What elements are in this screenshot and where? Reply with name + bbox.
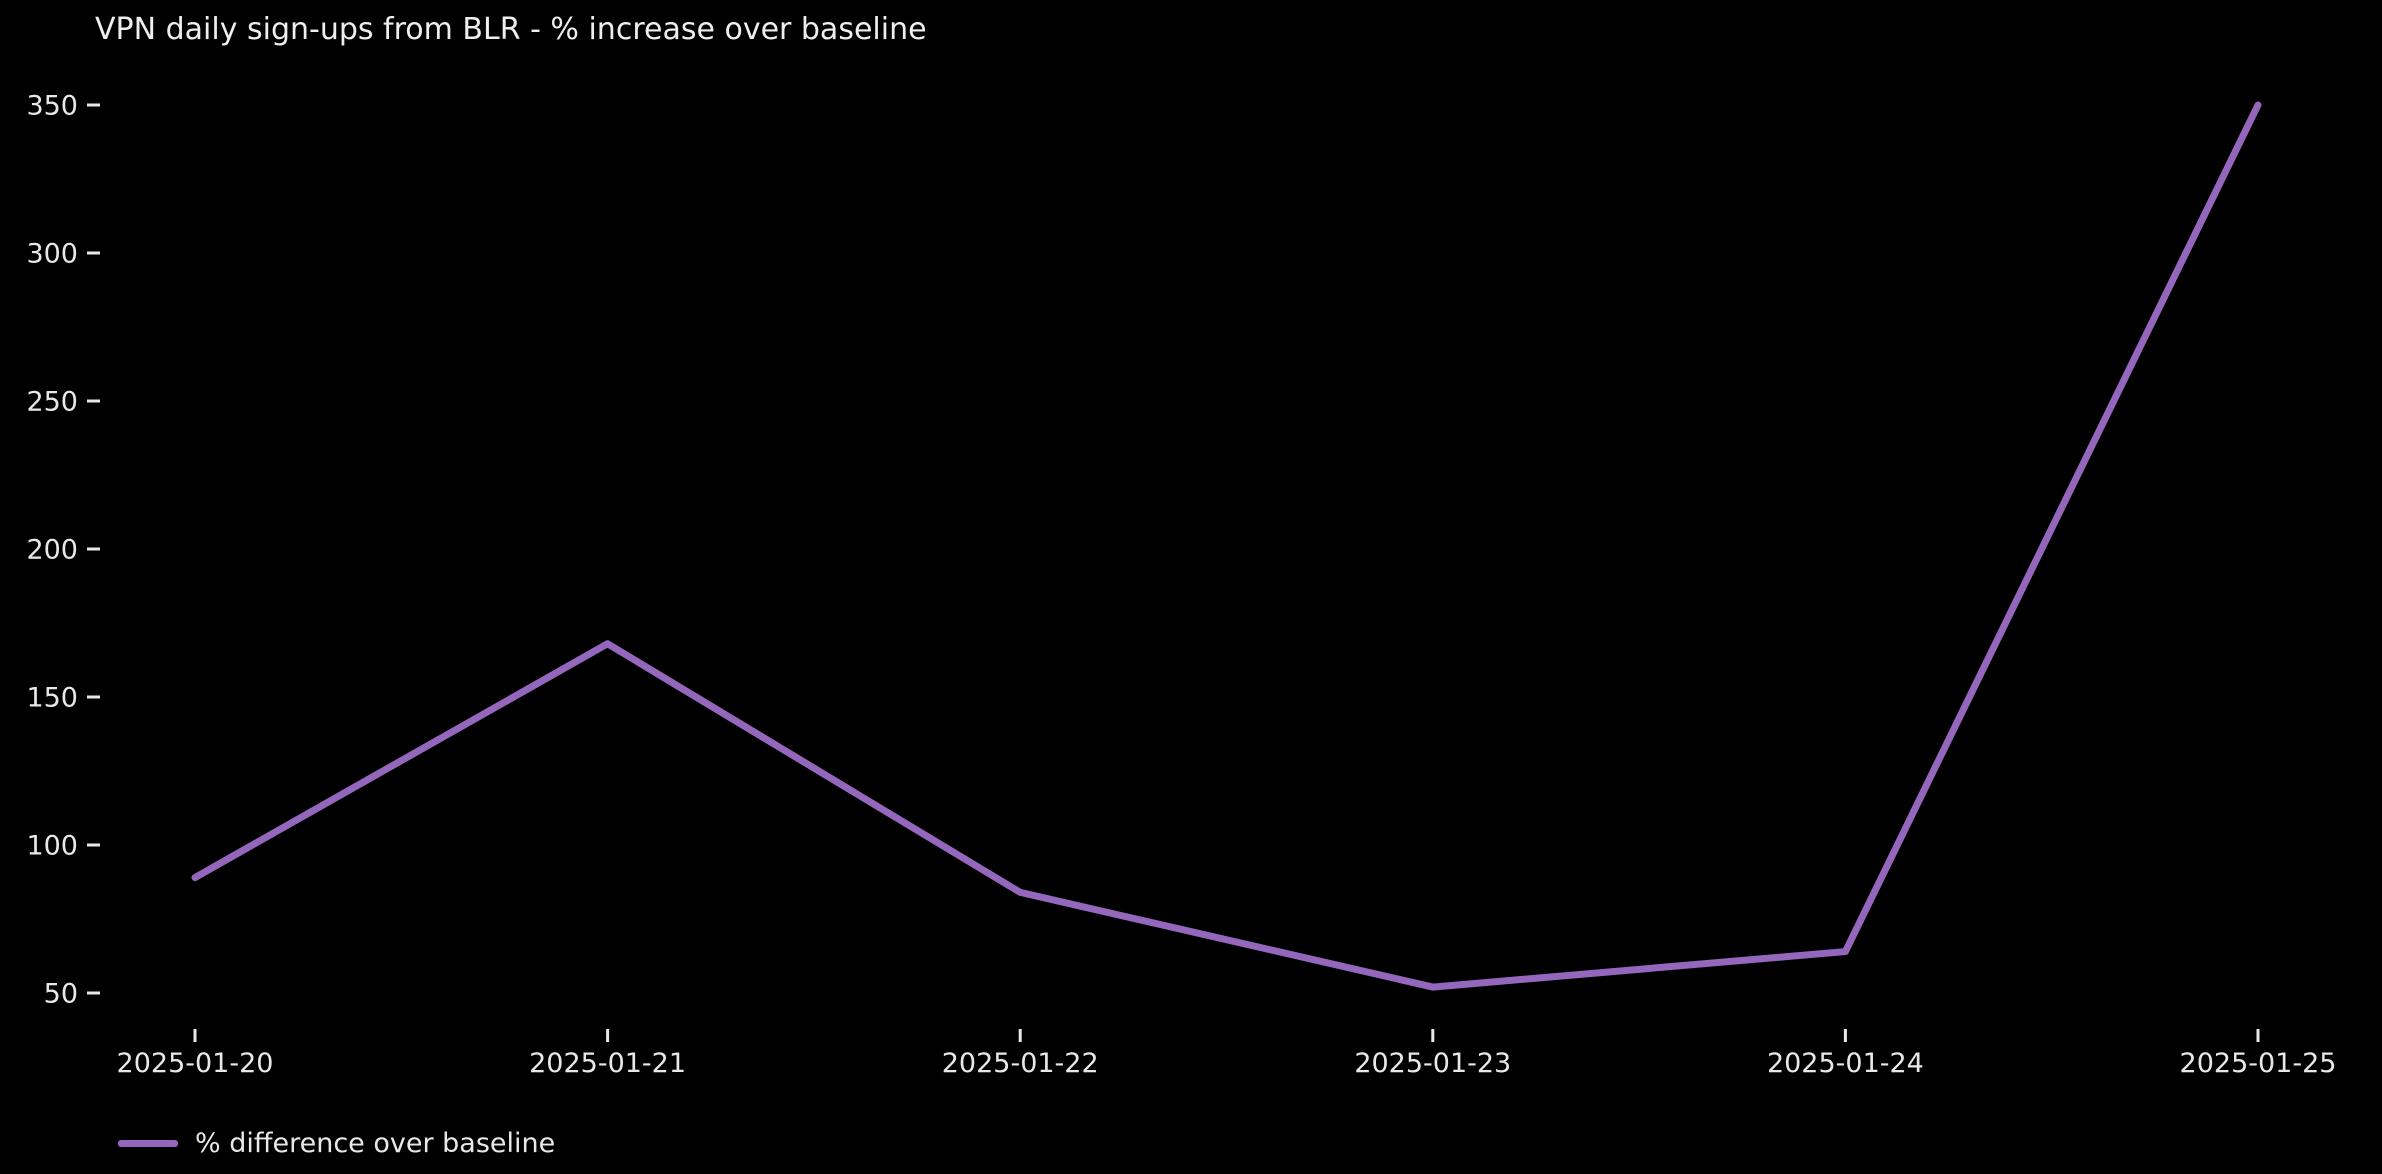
y-tick-label: 50 <box>44 979 78 1010</box>
y-tick-label: 300 <box>26 239 78 270</box>
y-tick-label: 350 <box>26 91 78 122</box>
series-line <box>191 101 2262 991</box>
legend-line-swatch <box>118 1140 178 1147</box>
y-tick-label: 100 <box>26 831 78 862</box>
y-tick-label: 200 <box>26 535 78 566</box>
legend-label: % difference over baseline <box>195 1128 556 1159</box>
x-tick-label: 2025-01-25 <box>2180 1048 2337 1079</box>
x-tick-label: 2025-01-20 <box>117 1048 274 1079</box>
x-tick-label: 2025-01-23 <box>1354 1048 1511 1079</box>
legend: % difference over baseline <box>118 1128 555 1159</box>
y-tick-label: 150 <box>26 683 78 714</box>
x-tick-label: 2025-01-21 <box>529 1048 686 1079</box>
x-tick-label: 2025-01-22 <box>942 1048 1099 1079</box>
x-tick-label: 2025-01-24 <box>1767 1048 1924 1079</box>
chart-title: VPN daily sign-ups from BLR - % increase… <box>95 12 927 47</box>
y-tick-label: 250 <box>26 387 78 418</box>
